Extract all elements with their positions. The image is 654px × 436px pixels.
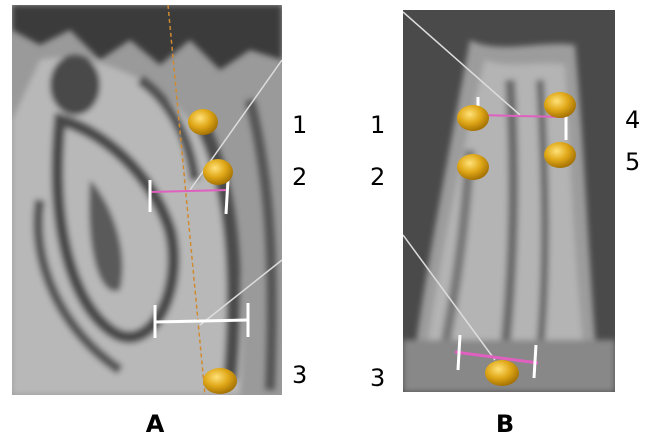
marker-label: 5 [625,148,640,176]
marker-label: 3 [292,361,307,389]
marker-label: 1 [370,111,385,139]
marker-label: 4 [625,106,640,134]
marker-label: 3 [370,364,385,392]
panel-label: B [496,410,514,436]
ct-image-b [403,10,615,392]
figure: 1 2 3 A 1 2 3 4 5 B [0,0,654,436]
marker-label: 2 [292,163,307,191]
panel-label: A [146,410,165,436]
marker-label: 2 [370,163,385,191]
ct-image-a [12,5,282,395]
marker-label: 1 [292,111,307,139]
